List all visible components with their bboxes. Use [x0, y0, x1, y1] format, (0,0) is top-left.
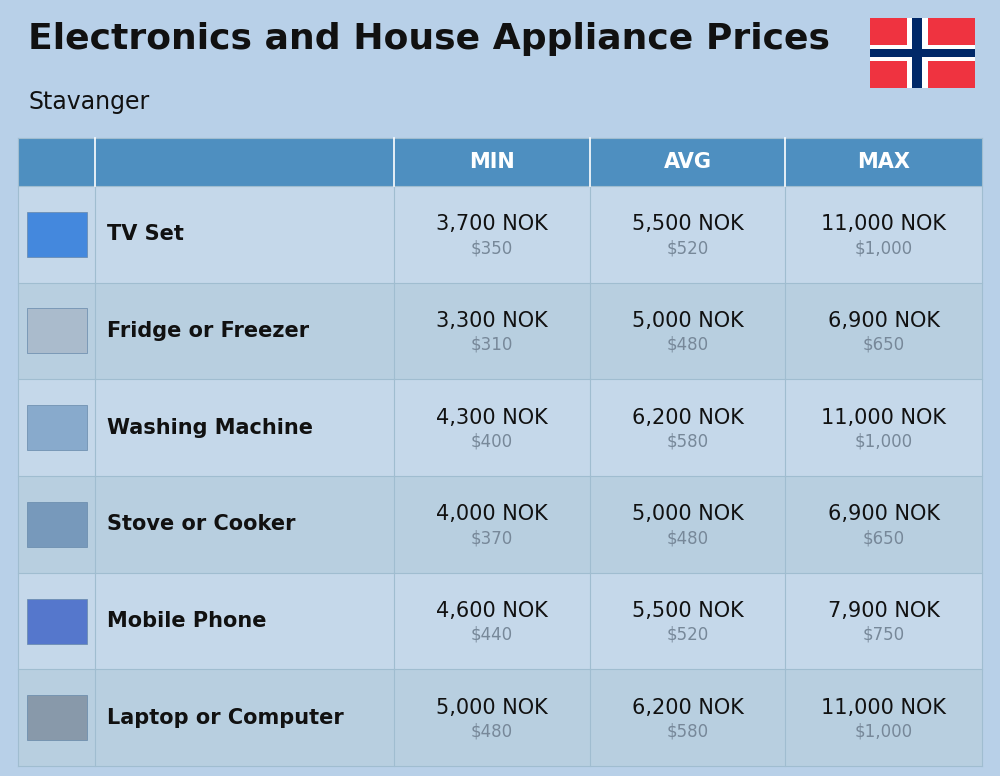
Text: $480: $480 [666, 529, 709, 547]
Bar [18, 670, 982, 766]
Text: Washing Machine: Washing Machine [107, 417, 313, 438]
Text: Electronics and House Appliance Prices: Electronics and House Appliance Prices [28, 22, 830, 56]
Text: $520: $520 [666, 626, 709, 644]
Text: 7,900 NOK: 7,900 NOK [828, 601, 940, 621]
Bar [870, 45, 975, 61]
Bar [18, 138, 982, 186]
Text: $520: $520 [666, 239, 709, 258]
Text: $750: $750 [863, 626, 905, 644]
Text: $580: $580 [666, 722, 709, 740]
Bar [870, 18, 975, 88]
Bar [907, 18, 928, 88]
Text: 4,600 NOK: 4,600 NOK [436, 601, 548, 621]
Bar [27, 212, 87, 257]
Bar [18, 476, 982, 573]
Text: 4,300 NOK: 4,300 NOK [436, 407, 548, 428]
Text: 6,200 NOK: 6,200 NOK [632, 407, 743, 428]
Bar [27, 405, 87, 450]
Bar [18, 379, 982, 476]
Text: MIN: MIN [469, 152, 515, 172]
Bar [27, 598, 87, 643]
Text: 6,900 NOK: 6,900 NOK [828, 311, 940, 331]
Text: $370: $370 [471, 529, 513, 547]
Text: 5,000 NOK: 5,000 NOK [632, 504, 743, 525]
Bar [912, 18, 922, 88]
Text: 5,000 NOK: 5,000 NOK [436, 698, 548, 718]
Bar [18, 186, 982, 282]
Text: 5,500 NOK: 5,500 NOK [632, 601, 743, 621]
Text: $400: $400 [471, 433, 513, 451]
Text: 3,700 NOK: 3,700 NOK [436, 214, 548, 234]
Text: 11,000 NOK: 11,000 NOK [821, 214, 946, 234]
Text: $1,000: $1,000 [855, 239, 913, 258]
Text: $650: $650 [863, 336, 905, 354]
Bar [27, 695, 87, 740]
Text: $580: $580 [666, 433, 709, 451]
Text: 3,300 NOK: 3,300 NOK [436, 311, 548, 331]
Text: 5,500 NOK: 5,500 NOK [632, 214, 743, 234]
Text: $440: $440 [471, 626, 513, 644]
Text: TV Set: TV Set [107, 224, 184, 244]
Text: $1,000: $1,000 [855, 722, 913, 740]
Text: $480: $480 [666, 336, 709, 354]
Text: 5,000 NOK: 5,000 NOK [632, 311, 743, 331]
Text: Mobile Phone: Mobile Phone [107, 611, 267, 631]
Text: $310: $310 [471, 336, 513, 354]
Text: 6,200 NOK: 6,200 NOK [632, 698, 743, 718]
Text: $350: $350 [471, 239, 513, 258]
Bar [27, 309, 87, 354]
Bar [870, 49, 975, 57]
Text: $480: $480 [471, 722, 513, 740]
Text: Stove or Cooker: Stove or Cooker [107, 514, 296, 535]
Text: 4,000 NOK: 4,000 NOK [436, 504, 548, 525]
Text: 6,900 NOK: 6,900 NOK [828, 504, 940, 525]
Bar [27, 502, 87, 547]
Text: Fridge or Freezer: Fridge or Freezer [107, 321, 309, 341]
Text: 11,000 NOK: 11,000 NOK [821, 407, 946, 428]
Text: $1,000: $1,000 [855, 433, 913, 451]
Text: $650: $650 [863, 529, 905, 547]
Text: MAX: MAX [857, 152, 910, 172]
Text: 11,000 NOK: 11,000 NOK [821, 698, 946, 718]
Text: Stavanger: Stavanger [28, 90, 149, 114]
Bar [18, 282, 982, 379]
Text: AVG: AVG [663, 152, 711, 172]
Text: Laptop or Computer: Laptop or Computer [107, 708, 344, 728]
Bar [18, 573, 982, 670]
